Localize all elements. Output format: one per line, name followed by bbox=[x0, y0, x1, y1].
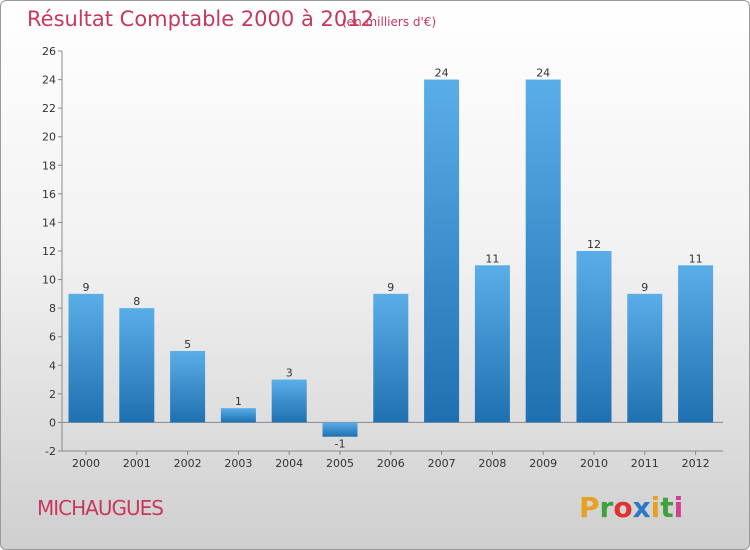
x-tick-label: 2012 bbox=[682, 457, 710, 470]
y-tick-label: -2 bbox=[45, 445, 56, 458]
data-label-2000: 9 bbox=[83, 281, 90, 294]
y-tick-label: 10 bbox=[42, 274, 56, 287]
data-label-2011: 9 bbox=[641, 281, 648, 294]
y-tick-label: 6 bbox=[49, 331, 56, 344]
bar-2000 bbox=[68, 293, 104, 423]
y-tick-label: 2 bbox=[49, 388, 56, 401]
bar-2006 bbox=[373, 293, 409, 423]
x-tick-label: 2007 bbox=[428, 457, 456, 470]
data-label-2007: 24 bbox=[435, 67, 449, 80]
x-tick-label: 2001 bbox=[123, 457, 151, 470]
y-tick-label: 0 bbox=[49, 416, 56, 429]
bar-2002 bbox=[170, 351, 206, 423]
data-label-2002: 5 bbox=[184, 338, 191, 351]
y-tick-label: 18 bbox=[42, 159, 56, 172]
bar-2012 bbox=[678, 265, 714, 423]
data-label-2004: 3 bbox=[286, 367, 293, 380]
x-tick-label: 2008 bbox=[478, 457, 506, 470]
y-tick-label: 26 bbox=[42, 45, 56, 58]
x-tick-label: 2009 bbox=[529, 457, 557, 470]
data-label-2001: 8 bbox=[133, 295, 140, 308]
bar-2003 bbox=[220, 408, 256, 423]
y-tick-label: 12 bbox=[42, 245, 56, 258]
x-tick-label: 2002 bbox=[174, 457, 202, 470]
data-label-2003: 1 bbox=[235, 395, 242, 408]
bar-2004 bbox=[271, 379, 307, 423]
x-tick-label: 2006 bbox=[377, 457, 405, 470]
x-tick-label: 2010 bbox=[580, 457, 608, 470]
proxiti-logo: Proxiti bbox=[579, 491, 683, 524]
y-tick-label: 16 bbox=[42, 188, 56, 201]
bar-2009 bbox=[525, 79, 561, 423]
bar-2010 bbox=[576, 251, 612, 423]
y-tick-label: 24 bbox=[42, 74, 56, 87]
data-label-2006: 9 bbox=[387, 281, 394, 294]
x-tick-label: 2004 bbox=[275, 457, 303, 470]
chart-unit: (en milliers d'€) bbox=[342, 15, 436, 29]
x-tick-label: 2003 bbox=[224, 457, 252, 470]
x-tick-label: 2000 bbox=[72, 457, 100, 470]
bar-2007 bbox=[424, 79, 460, 423]
y-tick-label: 4 bbox=[49, 359, 56, 372]
bars: 9 8 5 1 3 -1 9 24 11 24 12 9 11 bbox=[68, 67, 714, 451]
y-tick-label: 14 bbox=[42, 216, 56, 229]
commune-name: MICHAUGUES bbox=[37, 496, 163, 520]
chart-title: Résultat Comptable 2000 à 2012 bbox=[27, 7, 374, 31]
data-label-2005: -1 bbox=[335, 438, 346, 451]
bar-2005 bbox=[322, 422, 358, 437]
y-tick-label: 20 bbox=[42, 131, 56, 144]
y-tick-label: 22 bbox=[42, 102, 56, 115]
bar-2008 bbox=[474, 265, 510, 423]
x-tick-label: 2011 bbox=[631, 457, 659, 470]
y-tick-label: 8 bbox=[49, 302, 56, 315]
data-label-2010: 12 bbox=[587, 238, 601, 251]
data-label-2008: 11 bbox=[485, 252, 499, 265]
bar-2011 bbox=[627, 293, 663, 423]
bar-2001 bbox=[119, 308, 155, 423]
data-label-2009: 24 bbox=[536, 67, 550, 80]
data-label-2012: 11 bbox=[689, 252, 703, 265]
x-tick-label: 2005 bbox=[326, 457, 354, 470]
